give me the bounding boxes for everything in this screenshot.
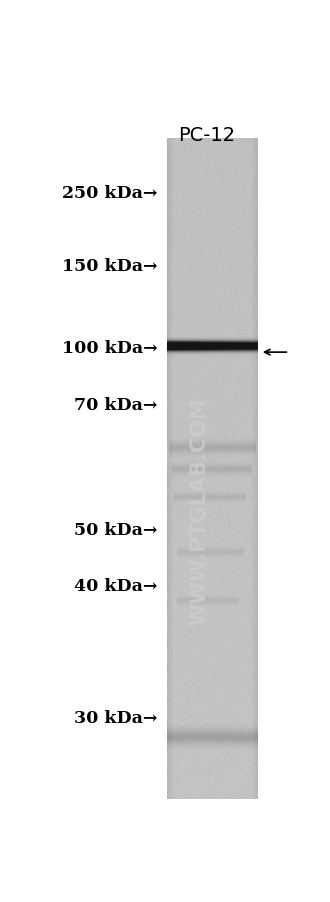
- Text: 30 kDa→: 30 kDa→: [74, 710, 158, 726]
- Text: 100 kDa→: 100 kDa→: [62, 339, 158, 356]
- Text: 250 kDa→: 250 kDa→: [62, 185, 158, 201]
- Text: PC-12: PC-12: [178, 126, 235, 145]
- Text: 40 kDa→: 40 kDa→: [74, 577, 158, 594]
- Text: WWW.PTGLAB.COM: WWW.PTGLAB.COM: [190, 397, 210, 625]
- Text: 50 kDa→: 50 kDa→: [74, 521, 158, 538]
- Text: 150 kDa→: 150 kDa→: [62, 257, 158, 274]
- Text: 70 kDa→: 70 kDa→: [74, 396, 158, 413]
